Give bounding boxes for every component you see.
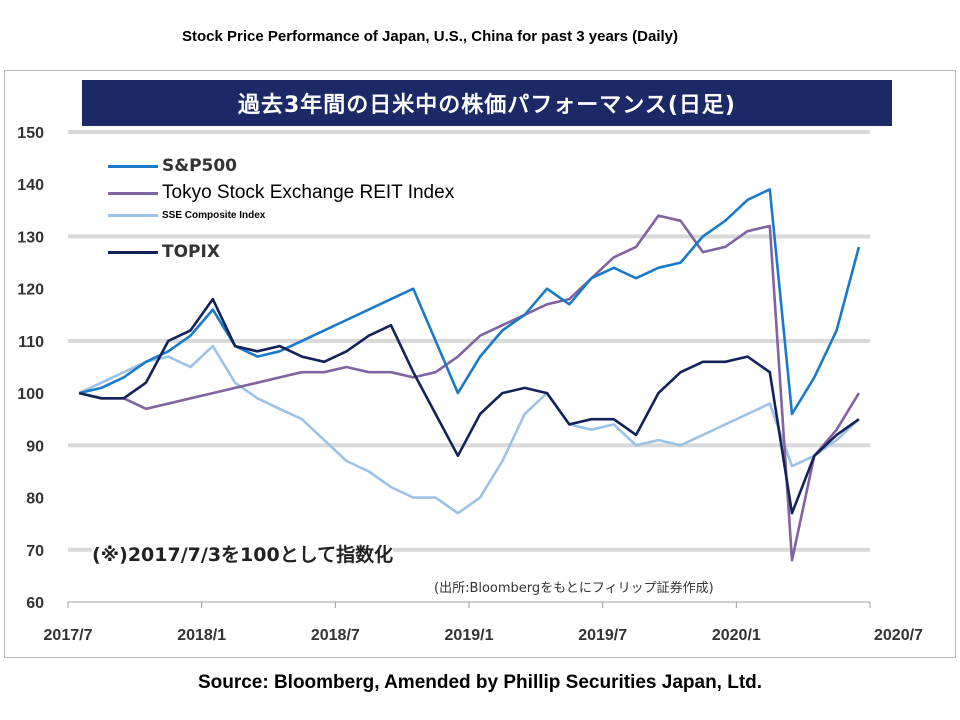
legend-item-sp500: S&P500 (108, 156, 237, 176)
legend-item-sse: SSE Composite Index (108, 210, 265, 221)
x-axis-ticks: 2017/7 2018/1 2018/7 2019/1 2019/7 2020/1 2020… (44, 627, 924, 644)
legend-item-reit: Tokyo Stock Exchange REIT Index (108, 182, 463, 204)
y-tick-label: 100 (17, 386, 44, 403)
page-title: Stock Price Performance of Japan, U.S., … (181, 28, 678, 45)
y-tick-label: 140 (17, 177, 44, 194)
x-tick-label: 2019/1 (445, 627, 494, 644)
legend-label: SSE Composite Index (162, 210, 266, 221)
source-credit-jp: (出所:Bloombergをもとにフィリップ証券作成) (434, 577, 714, 596)
series-line-0 (78, 188, 861, 416)
source-footer: Source: Bloomberg, Amended by Phillip Se… (197, 672, 763, 693)
gridline (68, 130, 870, 134)
gridline (68, 443, 870, 448)
series-line-2 (78, 344, 860, 515)
gridline (68, 547, 870, 552)
x-tick-label: 2017/7 (44, 627, 93, 644)
legend-label: S&P500 (162, 156, 238, 176)
legend-swatch-reit (108, 191, 158, 195)
chart-title-banner: 過去3年間の日米中の株価パフォーマンス(日足) (82, 80, 892, 126)
legend-swatch-sp500 (108, 164, 158, 168)
legend-label: Tokyo Stock Exchange REIT Index (162, 182, 455, 203)
y-tick-label: 110 (18, 334, 44, 351)
series-line-1 (78, 214, 861, 562)
x-tick-label: 2020/7 (874, 627, 923, 644)
legend-label: TOPIX (162, 242, 220, 262)
x-axis (67, 601, 871, 608)
legend-swatch-topix (108, 250, 158, 254)
x-tick-label: 2018/7 (311, 627, 360, 644)
y-tick-label: 90 (26, 438, 44, 455)
chart-grid (68, 130, 870, 552)
gridline (68, 234, 870, 239)
y-tick-label: 130 (17, 229, 44, 246)
y-tick-label: 120 (17, 282, 44, 299)
x-tick-label: 2020/1 (712, 627, 761, 644)
y-tick-label: 150 (17, 125, 44, 142)
index-note: (※)2017/7/3を100として指数化 (92, 540, 394, 567)
legend-item-topix: TOPIX (108, 242, 220, 262)
y-tick-label: 80 (26, 491, 44, 508)
y-axis-ticks: 60 70 80 90 100 110 120 130 140 150 (17, 125, 44, 612)
series-group (78, 188, 861, 562)
x-tick-label: 2019/7 (578, 627, 627, 644)
legend-swatch-sse (108, 214, 158, 217)
y-tick-label: 70 (26, 543, 44, 560)
x-tick-label: 2018/1 (177, 627, 226, 644)
series-line-3 (78, 297, 860, 515)
y-tick-label: 60 (26, 595, 44, 612)
gridline (68, 338, 870, 343)
